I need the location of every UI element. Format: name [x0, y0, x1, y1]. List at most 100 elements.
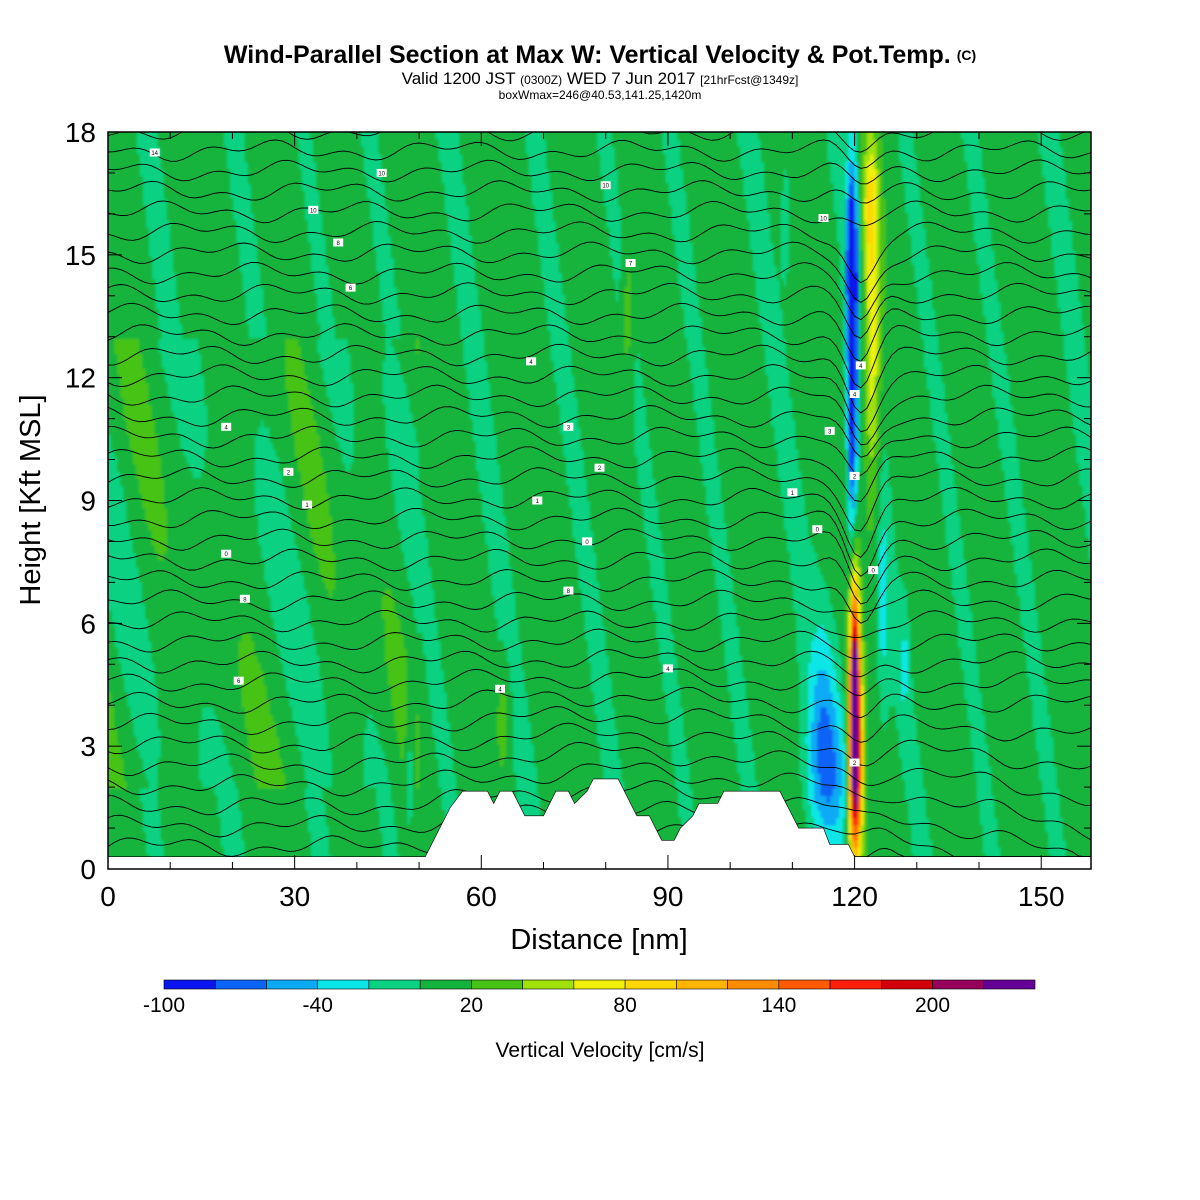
velocity-cell: [219, 714, 224, 723]
velocity-cell: [114, 728, 118, 737]
velocity-cell: [145, 389, 150, 398]
velocity-cell: [219, 367, 224, 376]
velocity-cell: [114, 448, 118, 457]
velocity-cell: [120, 198, 125, 207]
velocity-cell: [191, 552, 196, 561]
velocity-cell: [167, 419, 171, 428]
velocity-cell: [136, 515, 140, 524]
velocity-cell: [195, 662, 199, 671]
velocity-cell: [142, 537, 146, 546]
velocity-cell: [207, 471, 212, 479]
velocity-cell: [204, 249, 209, 258]
velocity-cell: [195, 640, 199, 649]
velocity-cell: [185, 618, 190, 627]
velocity-cell: [129, 213, 134, 222]
velocity-cell: [232, 257, 237, 266]
velocity-cell: [145, 338, 150, 347]
velocity-cell: [117, 743, 122, 752]
velocity-cell: [148, 581, 153, 590]
velocity-cell: [198, 780, 202, 789]
velocity-cell: [139, 824, 143, 833]
velocity-cell: [226, 308, 230, 317]
velocity-cell: [185, 257, 190, 266]
velocity-cell: [216, 471, 221, 479]
velocity-cell: [167, 596, 171, 605]
velocity-cell: [139, 832, 143, 841]
velocity-cell: [123, 176, 128, 185]
velocity-cell: [195, 758, 199, 767]
velocity-cell: [160, 574, 165, 583]
velocity-cell: [210, 257, 215, 266]
velocity-cell: [179, 213, 184, 222]
velocity-cell: [226, 574, 230, 583]
velocity-cell: [195, 286, 199, 295]
velocity-cell: [201, 485, 206, 494]
velocity-cell: [142, 308, 146, 317]
velocity-cell: [232, 618, 237, 627]
velocity-cell: [219, 272, 224, 280]
velocity-cell: [188, 802, 193, 811]
velocity-cell: [235, 670, 240, 678]
velocity-cell: [198, 552, 202, 561]
velocity-cell: [223, 434, 227, 443]
velocity-cell: [213, 183, 218, 192]
velocity-cell: [176, 611, 181, 620]
velocity-cell: [163, 132, 168, 140]
velocity-cell: [210, 412, 215, 421]
velocity-cell: [191, 198, 196, 207]
velocity-cell: [170, 183, 174, 192]
velocity-cell: [163, 721, 168, 730]
velocity-cell: [213, 375, 218, 384]
velocity-cell: [232, 375, 237, 384]
velocity-cell: [173, 146, 178, 155]
velocity-cell: [185, 205, 190, 214]
velocity-cell: [201, 633, 206, 642]
velocity-cell: [210, 176, 215, 185]
velocity-cell: [132, 839, 137, 848]
velocity-cell: [207, 522, 212, 531]
velocity-cell: [223, 249, 227, 258]
velocity-cell: [173, 780, 178, 789]
velocity-cell: [129, 330, 134, 339]
velocity-cell: [167, 397, 171, 406]
velocity-cell: [185, 190, 190, 199]
velocity-cell: [170, 485, 174, 494]
velocity-cell: [132, 810, 137, 819]
velocity-cell: [213, 463, 218, 472]
velocity-cell: [232, 662, 237, 671]
velocity-cell: [226, 692, 230, 701]
velocity-cell: [216, 249, 221, 258]
velocity-cell: [235, 316, 240, 325]
velocity-cell: [241, 684, 246, 693]
velocity-cell: [198, 692, 202, 701]
velocity-cell: [179, 272, 184, 280]
velocity-cell: [173, 434, 178, 443]
velocity-cell: [226, 183, 230, 192]
velocity-cell: [191, 559, 196, 568]
velocity-cell: [207, 810, 212, 819]
velocity-cell: [132, 227, 137, 236]
velocity-cell: [148, 375, 153, 384]
velocity-cell: [244, 677, 249, 686]
velocity-cell: [285, 699, 290, 708]
velocity-cell: [191, 736, 196, 745]
velocity-cell: [132, 316, 137, 325]
velocity-cell: [182, 810, 187, 819]
velocity-cell: [207, 463, 212, 472]
velocity-cell: [238, 647, 243, 656]
velocity-cell: [207, 581, 212, 590]
velocity-cell: [235, 360, 240, 369]
velocity-cell: [191, 765, 196, 774]
velocity-cell: [160, 463, 165, 472]
velocity-cell: [163, 684, 168, 693]
velocity-cell: [204, 611, 209, 620]
velocity-cell: [163, 824, 168, 833]
velocity-cell: [235, 773, 240, 782]
velocity-cell: [213, 485, 218, 494]
velocity-cell: [176, 139, 181, 148]
velocity-cell: [163, 751, 168, 760]
velocity-cell: [139, 389, 143, 398]
velocity-cell: [167, 507, 171, 516]
velocity-cell: [167, 493, 171, 502]
velocity-cell: [123, 272, 128, 280]
